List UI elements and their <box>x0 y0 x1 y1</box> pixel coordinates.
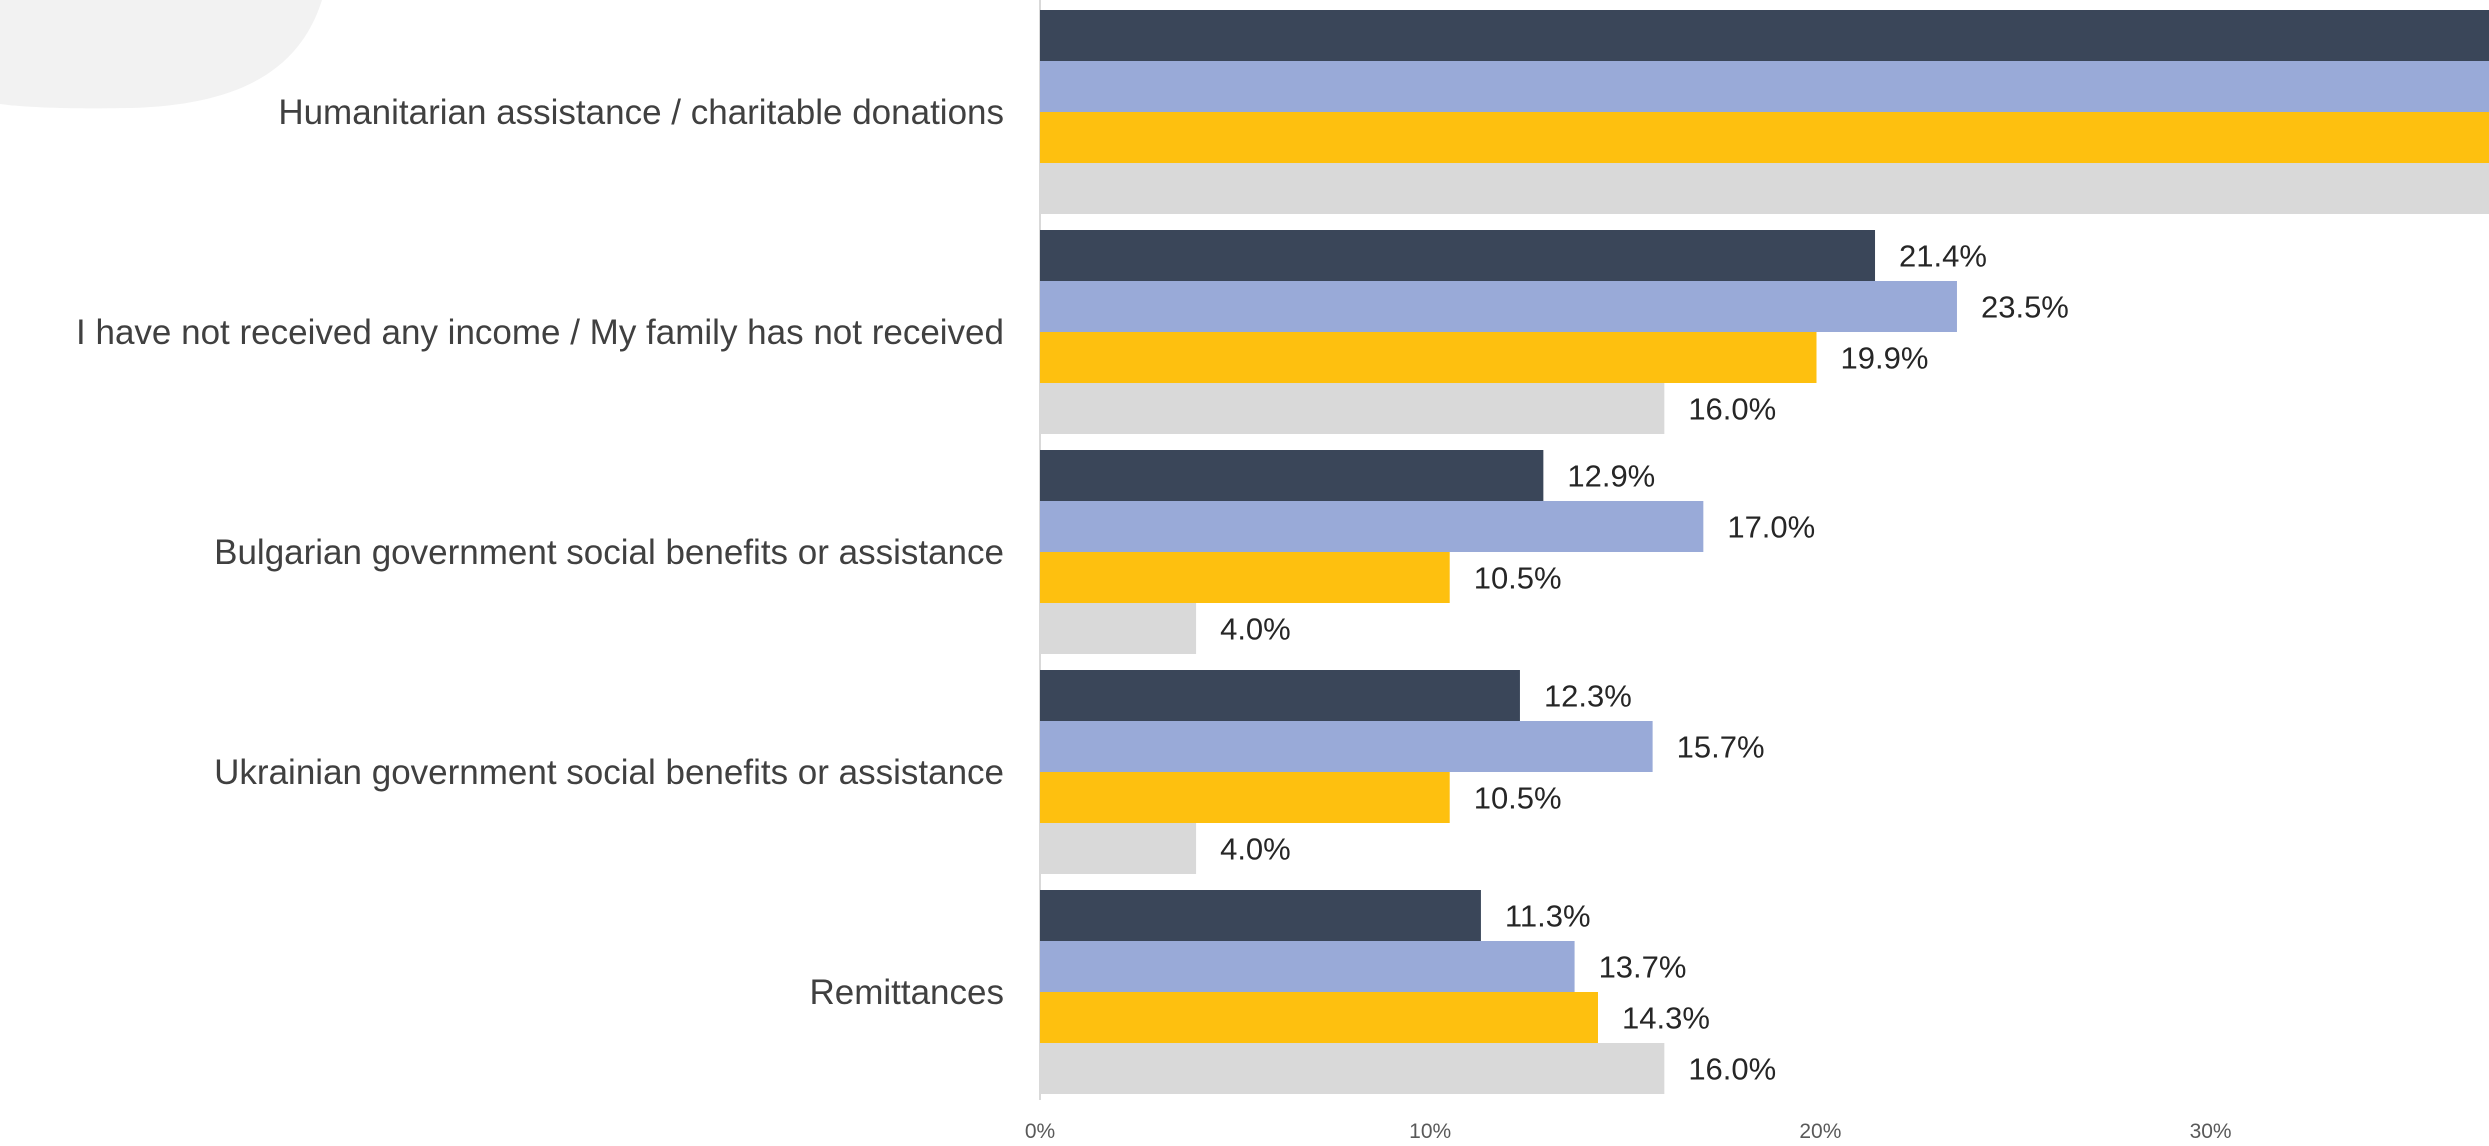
data-label: 17.0% <box>1727 510 1815 545</box>
data-label: 11.3% <box>1505 899 1591 934</box>
bar <box>1040 603 1197 654</box>
x-tick-label: 20% <box>1799 1120 1841 1141</box>
bar <box>1040 450 1544 501</box>
category-label: Bulgarian government social benefits or … <box>214 533 1004 572</box>
data-label: 14.3% <box>1622 1001 1710 1036</box>
bar <box>1040 281 1957 332</box>
bar <box>1040 670 1520 721</box>
bar <box>1040 163 2489 214</box>
data-label: 10.5% <box>1474 561 1562 596</box>
bar <box>1040 890 1481 941</box>
decor-layer <box>0 0 322 109</box>
bar <box>1040 823 1197 874</box>
bar <box>1040 332 1817 383</box>
bar <box>1040 61 2489 112</box>
data-label: 16.0% <box>1688 1052 1776 1087</box>
data-label: 19.9% <box>1840 341 1928 376</box>
x-tick-label: 30% <box>2190 1120 2232 1141</box>
data-label: 21.4% <box>1899 239 1987 274</box>
data-label: 13.7% <box>1599 950 1687 985</box>
bar <box>1040 772 1450 823</box>
data-label: 4.0% <box>1220 612 1291 647</box>
labels-layer: Humanitarian assistance / charitable don… <box>76 93 2069 1087</box>
bar <box>1040 383 1665 434</box>
category-label: Remittances <box>809 973 1004 1012</box>
data-label: 12.3% <box>1544 679 1632 714</box>
category-label: Humanitarian assistance / charitable don… <box>278 93 1004 132</box>
x-tick-label: 0% <box>1025 1120 1055 1141</box>
category-label: Ukrainian government social benefits or … <box>214 753 1004 792</box>
bar <box>1040 992 1598 1043</box>
x-tick-label: 10% <box>1409 1120 1451 1141</box>
decorative-corner-shape <box>0 0 322 109</box>
bar <box>1040 501 1704 552</box>
bar <box>1040 721 1653 772</box>
bar <box>1040 552 1450 603</box>
bar <box>1040 1043 1665 1094</box>
bar <box>1040 112 2489 163</box>
bars-layer <box>1040 10 2489 1094</box>
data-label: 12.9% <box>1567 459 1655 494</box>
bar <box>1040 230 1876 281</box>
category-label: I have not received any income / My fami… <box>76 313 1004 352</box>
data-label: 23.5% <box>1981 290 2069 325</box>
data-label: 4.0% <box>1220 832 1291 867</box>
data-label: 15.7% <box>1677 730 1765 765</box>
bar <box>1040 941 1575 992</box>
data-label: 10.5% <box>1474 781 1562 816</box>
bar <box>1040 10 2489 61</box>
data-label: 16.0% <box>1688 392 1776 427</box>
